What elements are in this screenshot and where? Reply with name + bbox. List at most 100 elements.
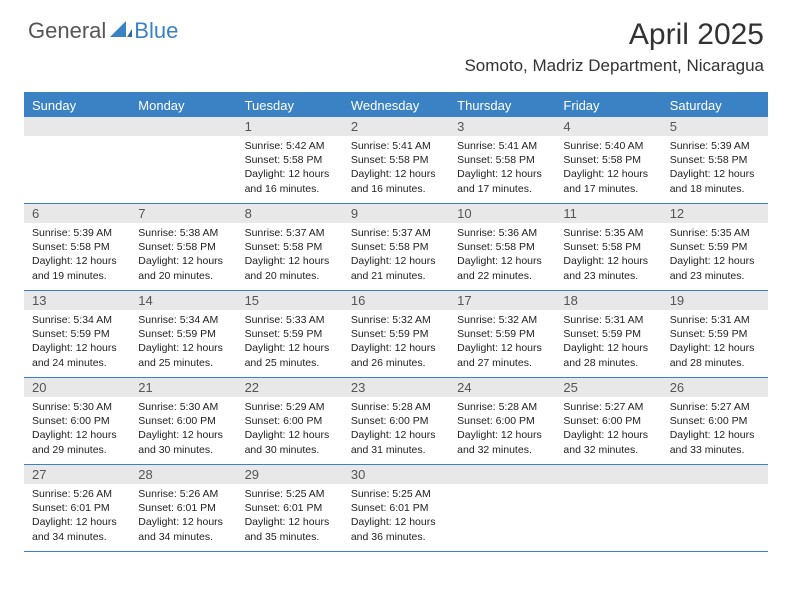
sunrise-line: Sunrise: 5:38 AM: [138, 226, 228, 240]
day-details: Sunrise: 5:40 AMSunset: 5:58 PMDaylight:…: [555, 136, 661, 200]
sunset-line: Sunset: 5:58 PM: [138, 240, 228, 254]
daylight-line: Daylight: 12 hours and 36 minutes.: [351, 515, 441, 543]
logo-sail-icon: [110, 19, 132, 44]
day-cell: 20Sunrise: 5:30 AMSunset: 6:00 PMDayligh…: [24, 378, 130, 464]
sunset-line: Sunset: 6:01 PM: [351, 501, 441, 515]
day-cell: 14Sunrise: 5:34 AMSunset: 5:59 PMDayligh…: [130, 291, 236, 377]
day-number: [449, 465, 555, 484]
sunset-line: Sunset: 5:59 PM: [457, 327, 547, 341]
daylight-line: Daylight: 12 hours and 19 minutes.: [32, 254, 122, 282]
sunset-line: Sunset: 5:59 PM: [351, 327, 441, 341]
sunrise-line: Sunrise: 5:31 AM: [670, 313, 760, 327]
sunrise-line: Sunrise: 5:40 AM: [563, 139, 653, 153]
day-cell: 4Sunrise: 5:40 AMSunset: 5:58 PMDaylight…: [555, 117, 661, 203]
day-details: Sunrise: 5:25 AMSunset: 6:01 PMDaylight:…: [343, 484, 449, 548]
sunrise-line: Sunrise: 5:42 AM: [245, 139, 335, 153]
sunset-line: Sunset: 6:00 PM: [457, 414, 547, 428]
daylight-line: Daylight: 12 hours and 24 minutes.: [32, 341, 122, 369]
week-row: 13Sunrise: 5:34 AMSunset: 5:59 PMDayligh…: [24, 291, 768, 378]
daylight-line: Daylight: 12 hours and 32 minutes.: [457, 428, 547, 456]
day-cell: 29Sunrise: 5:25 AMSunset: 6:01 PMDayligh…: [237, 465, 343, 551]
sunset-line: Sunset: 6:00 PM: [351, 414, 441, 428]
title-block: April 2025 Somoto, Madriz Department, Ni…: [464, 18, 764, 76]
sunset-line: Sunset: 6:00 PM: [245, 414, 335, 428]
sunrise-line: Sunrise: 5:34 AM: [32, 313, 122, 327]
daylight-line: Daylight: 12 hours and 21 minutes.: [351, 254, 441, 282]
day-number: 2: [343, 117, 449, 136]
day-header-friday: Friday: [555, 94, 661, 117]
day-details: Sunrise: 5:39 AMSunset: 5:58 PMDaylight:…: [24, 223, 130, 287]
day-cell: 15Sunrise: 5:33 AMSunset: 5:59 PMDayligh…: [237, 291, 343, 377]
day-cell: 11Sunrise: 5:35 AMSunset: 5:58 PMDayligh…: [555, 204, 661, 290]
day-details: Sunrise: 5:30 AMSunset: 6:00 PMDaylight:…: [24, 397, 130, 461]
day-number: 15: [237, 291, 343, 310]
day-cell: 30Sunrise: 5:25 AMSunset: 6:01 PMDayligh…: [343, 465, 449, 551]
day-cell: 19Sunrise: 5:31 AMSunset: 5:59 PMDayligh…: [662, 291, 768, 377]
sunrise-line: Sunrise: 5:28 AM: [457, 400, 547, 414]
daylight-line: Daylight: 12 hours and 18 minutes.: [670, 167, 760, 195]
day-details: Sunrise: 5:41 AMSunset: 5:58 PMDaylight:…: [449, 136, 555, 200]
day-cell: 10Sunrise: 5:36 AMSunset: 5:58 PMDayligh…: [449, 204, 555, 290]
daylight-line: Daylight: 12 hours and 26 minutes.: [351, 341, 441, 369]
daylight-line: Daylight: 12 hours and 23 minutes.: [563, 254, 653, 282]
day-number: 5: [662, 117, 768, 136]
day-details: Sunrise: 5:35 AMSunset: 5:58 PMDaylight:…: [555, 223, 661, 287]
day-details: Sunrise: 5:32 AMSunset: 5:59 PMDaylight:…: [449, 310, 555, 374]
sunset-line: Sunset: 6:00 PM: [563, 414, 653, 428]
day-number: 10: [449, 204, 555, 223]
day-number: [662, 465, 768, 484]
day-number: 30: [343, 465, 449, 484]
logo-text-blue: Blue: [134, 18, 178, 44]
sunrise-line: Sunrise: 5:25 AM: [245, 487, 335, 501]
day-details: Sunrise: 5:39 AMSunset: 5:58 PMDaylight:…: [662, 136, 768, 200]
empty-cell: [662, 465, 768, 551]
calendar: SundayMondayTuesdayWednesdayThursdayFrid…: [24, 92, 768, 552]
week-row: 1Sunrise: 5:42 AMSunset: 5:58 PMDaylight…: [24, 117, 768, 204]
daylight-line: Daylight: 12 hours and 35 minutes.: [245, 515, 335, 543]
sunrise-line: Sunrise: 5:30 AM: [138, 400, 228, 414]
sunset-line: Sunset: 5:59 PM: [670, 240, 760, 254]
daylight-line: Daylight: 12 hours and 23 minutes.: [670, 254, 760, 282]
daylight-line: Daylight: 12 hours and 22 minutes.: [457, 254, 547, 282]
day-header-saturday: Saturday: [662, 94, 768, 117]
sunset-line: Sunset: 5:58 PM: [563, 240, 653, 254]
daylight-line: Daylight: 12 hours and 17 minutes.: [563, 167, 653, 195]
day-number: [24, 117, 130, 136]
sunrise-line: Sunrise: 5:25 AM: [351, 487, 441, 501]
sunset-line: Sunset: 5:58 PM: [670, 153, 760, 167]
day-number: 6: [24, 204, 130, 223]
daylight-line: Daylight: 12 hours and 32 minutes.: [563, 428, 653, 456]
day-details: Sunrise: 5:37 AMSunset: 5:58 PMDaylight:…: [343, 223, 449, 287]
day-cell: 23Sunrise: 5:28 AMSunset: 6:00 PMDayligh…: [343, 378, 449, 464]
day-details: Sunrise: 5:38 AMSunset: 5:58 PMDaylight:…: [130, 223, 236, 287]
sunrise-line: Sunrise: 5:26 AM: [32, 487, 122, 501]
day-details: Sunrise: 5:26 AMSunset: 6:01 PMDaylight:…: [24, 484, 130, 548]
sunrise-line: Sunrise: 5:37 AM: [351, 226, 441, 240]
sunset-line: Sunset: 5:58 PM: [563, 153, 653, 167]
sunset-line: Sunset: 5:59 PM: [138, 327, 228, 341]
sunset-line: Sunset: 5:59 PM: [245, 327, 335, 341]
day-number: 19: [662, 291, 768, 310]
sunrise-line: Sunrise: 5:30 AM: [32, 400, 122, 414]
week-row: 20Sunrise: 5:30 AMSunset: 6:00 PMDayligh…: [24, 378, 768, 465]
day-cell: 21Sunrise: 5:30 AMSunset: 6:00 PMDayligh…: [130, 378, 236, 464]
sunset-line: Sunset: 5:58 PM: [245, 240, 335, 254]
day-number: 21: [130, 378, 236, 397]
day-details: Sunrise: 5:34 AMSunset: 5:59 PMDaylight:…: [130, 310, 236, 374]
day-cell: 18Sunrise: 5:31 AMSunset: 5:59 PMDayligh…: [555, 291, 661, 377]
day-details: Sunrise: 5:37 AMSunset: 5:58 PMDaylight:…: [237, 223, 343, 287]
sunrise-line: Sunrise: 5:36 AM: [457, 226, 547, 240]
day-cell: 27Sunrise: 5:26 AMSunset: 6:01 PMDayligh…: [24, 465, 130, 551]
daylight-line: Daylight: 12 hours and 30 minutes.: [138, 428, 228, 456]
day-details: Sunrise: 5:42 AMSunset: 5:58 PMDaylight:…: [237, 136, 343, 200]
day-details: Sunrise: 5:33 AMSunset: 5:59 PMDaylight:…: [237, 310, 343, 374]
header: General Blue April 2025 Somoto, Madriz D…: [0, 0, 792, 84]
day-details: Sunrise: 5:27 AMSunset: 6:00 PMDaylight:…: [555, 397, 661, 461]
daylight-line: Daylight: 12 hours and 25 minutes.: [138, 341, 228, 369]
day-details: Sunrise: 5:36 AMSunset: 5:58 PMDaylight:…: [449, 223, 555, 287]
daylight-line: Daylight: 12 hours and 28 minutes.: [563, 341, 653, 369]
daylight-line: Daylight: 12 hours and 17 minutes.: [457, 167, 547, 195]
day-cell: 26Sunrise: 5:27 AMSunset: 6:00 PMDayligh…: [662, 378, 768, 464]
day-cell: 6Sunrise: 5:39 AMSunset: 5:58 PMDaylight…: [24, 204, 130, 290]
sunset-line: Sunset: 5:59 PM: [32, 327, 122, 341]
